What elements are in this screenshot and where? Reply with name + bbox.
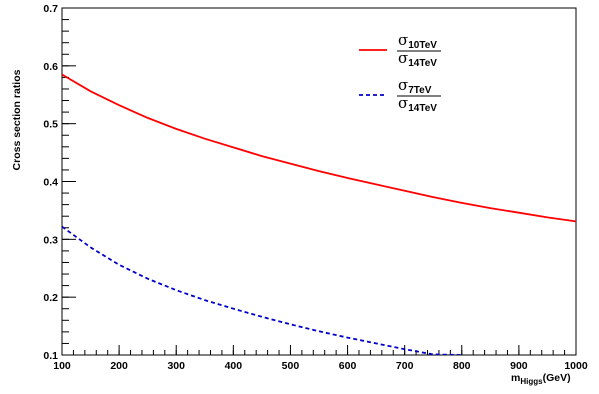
x-axis-title-unit: (GeV)	[543, 372, 571, 384]
x-axis-title-main: m	[511, 372, 520, 384]
x-tick-label: 1000	[564, 360, 588, 372]
series-line-7tev	[62, 225, 462, 355]
axis-ticks	[61, 7, 577, 356]
x-tick-label: 400	[225, 360, 243, 372]
legend: σ10TeV σ14TeV σ7TeV σ14TeV	[359, 31, 441, 114]
y-tick-label: 0.5	[43, 119, 58, 131]
y-tick-label: 0.1	[43, 350, 58, 362]
legend-10tev-den-symbol: σ	[398, 49, 408, 67]
x-tick-label: 500	[282, 360, 300, 372]
x-axis-title-sub: Higgs	[520, 377, 543, 386]
legend-7tev-num-sub: 7TeV	[408, 85, 431, 96]
legend-7tev-denominator: σ14TeV	[398, 94, 437, 114]
legend-10tev-num-sub: 10TeV	[408, 40, 437, 51]
legend-10tev-num-symbol: σ	[398, 31, 408, 49]
x-tick-label: 300	[167, 360, 185, 372]
x-tick-label: 800	[453, 360, 471, 372]
series-line-10tev	[62, 73, 576, 223]
x-tick-label: 600	[339, 360, 357, 372]
y-tick-label: 0.7	[43, 3, 58, 15]
x-tick-label: 900	[510, 360, 528, 372]
legend-7tev-numerator: σ7TeV	[398, 76, 432, 96]
y-tick-label: 0.4	[43, 177, 58, 189]
series-lines	[62, 73, 576, 355]
axis-tick-labels: 100 200 300 400 500 600 700 800 900 1000 0.1 0.2 0.3…	[43, 3, 587, 372]
x-tick-label: 200	[110, 360, 128, 372]
y-tick-label: 0.6	[43, 61, 58, 73]
legend-10tev-numerator: σ10TeV	[398, 31, 437, 51]
x-tick-label: 100	[53, 360, 71, 372]
x-axis-title: mHiggs(GeV)	[511, 372, 571, 386]
y-tick-label: 0.3	[43, 234, 58, 246]
legend-7tev-num-symbol: σ	[398, 76, 408, 94]
legend-10tev-den-sub: 14TeV	[408, 58, 437, 69]
y-axis-title: Cross section ratios	[11, 69, 23, 170]
legend-10tev-denominator: σ14TeV	[398, 49, 437, 69]
y-tick-label: 0.2	[43, 292, 58, 304]
plot-frame	[61, 7, 577, 356]
x-tick-label: 700	[396, 360, 414, 372]
legend-7tev-den-sub: 14TeV	[408, 103, 437, 114]
legend-item-10tev: σ10TeV σ14TeV	[359, 31, 441, 69]
legend-item-7tev: σ7TeV σ14TeV	[359, 76, 441, 114]
legend-7tev-den-symbol: σ	[398, 94, 408, 112]
